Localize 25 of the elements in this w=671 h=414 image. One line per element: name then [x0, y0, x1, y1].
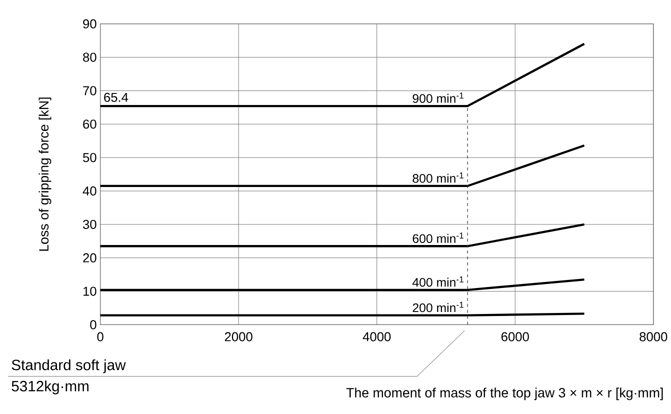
- series-label: 400 min$^{-1}$: [412, 276, 464, 287]
- series-label: 200 min$^{-1}$: [412, 302, 464, 312]
- y-tick-label: 30: [82, 220, 96, 229]
- x-tick-label: 0: [97, 332, 104, 342]
- y-tick-label: 20: [83, 253, 96, 262]
- series-label: 900 min$^{-1}$: [412, 92, 464, 103]
- y-tick-label: 60: [83, 120, 96, 129]
- y-tick-label: 70: [83, 86, 96, 96]
- y-tick-label: 80: [83, 52, 96, 62]
- x-tick-label: 6000: [501, 332, 529, 342]
- series-label: 800 min$^{-1}$: [412, 172, 464, 183]
- y-tick-label: 50: [83, 152, 96, 162]
- x-tick-label: 8000: [640, 332, 668, 342]
- x-tick-label: 2000: [224, 332, 252, 342]
- series-label: 600 min$^{-1}$: [412, 232, 464, 243]
- y-axis-title: Loss of gripping force [kN]: [38, 98, 52, 251]
- x-tick-label: 4000: [362, 332, 391, 342]
- x-axis-title: The moment of mass of the top jaw 3 × m × r [kg·mm]: [346, 388, 663, 400]
- y-tick-label: 90: [83, 19, 96, 28]
- ref-line-label: Standard soft jaw: [12, 359, 126, 374]
- y-tick-label: 0: [90, 320, 96, 330]
- text: 5312kg·mm: [12, 380, 88, 394]
- annotation: 65.4: [104, 92, 128, 102]
- y-tick-label: 40: [82, 186, 96, 196]
- y-tick-label: 10: [83, 286, 96, 296]
